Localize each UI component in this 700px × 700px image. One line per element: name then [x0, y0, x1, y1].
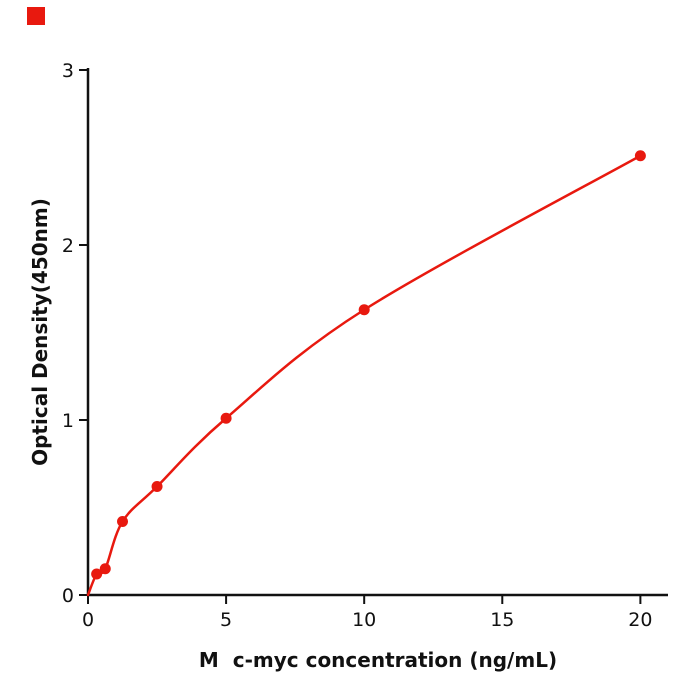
data-point [151, 481, 163, 492]
x-tick-label: 5 [220, 609, 232, 631]
x-tick-label: 20 [628, 609, 652, 631]
y-axis-label: Optical Density(450nm) [28, 198, 52, 466]
data-point [634, 150, 646, 162]
data-point [99, 563, 111, 575]
data-point [117, 516, 129, 527]
y-tick-label: 0 [62, 585, 74, 607]
x-tick-label: 0 [82, 609, 94, 631]
data-point [91, 568, 103, 580]
fit-curve [86, 154, 642, 597]
y-tick-label: 2 [62, 235, 74, 257]
x-tick-label: 15 [490, 609, 514, 631]
y-tick-label: 3 [62, 60, 74, 82]
data-point [220, 412, 232, 424]
x-axis-label: M c-myc concentration (ng/mL) [198, 648, 558, 672]
corner-marker [27, 7, 45, 25]
x-tick-label: 10 [352, 609, 376, 631]
data-point [358, 304, 370, 316]
y-tick-label: 1 [62, 410, 74, 432]
